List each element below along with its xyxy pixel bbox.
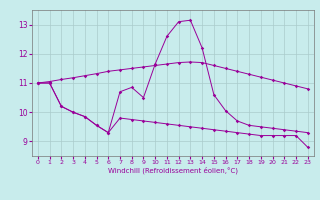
X-axis label: Windchill (Refroidissement éolien,°C): Windchill (Refroidissement éolien,°C) xyxy=(108,167,238,174)
